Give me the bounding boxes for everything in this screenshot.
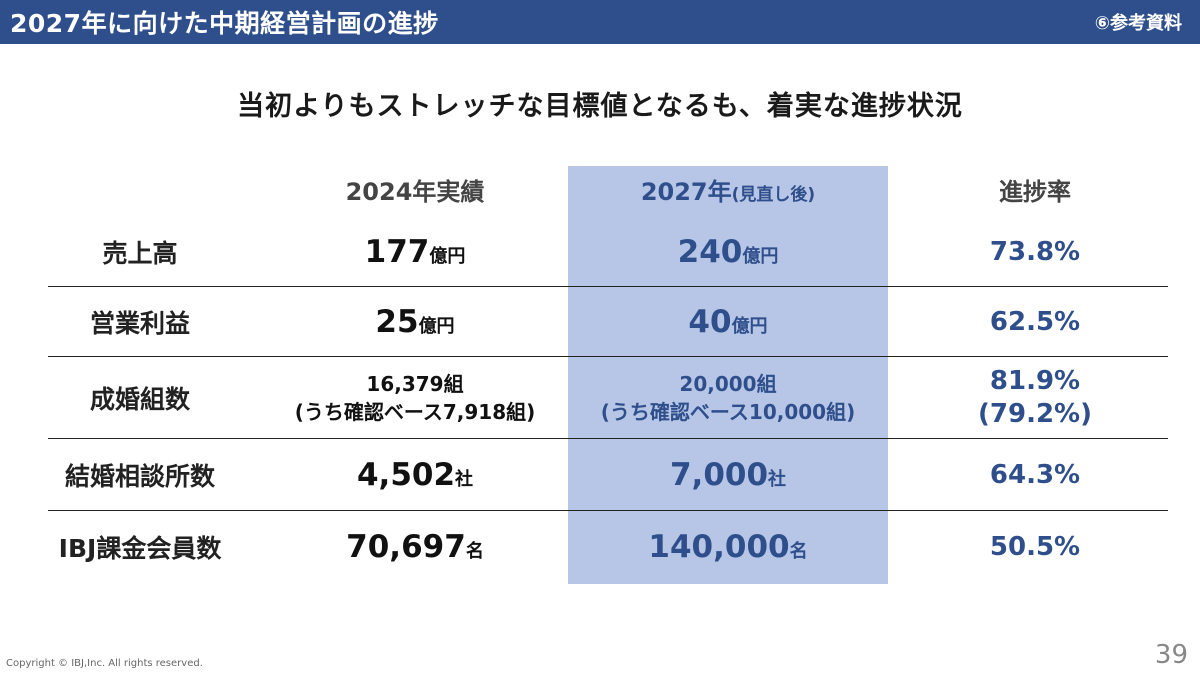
header-bar: 2027年に向けた中期経営計画の進捗 ⑥参考資料 [0,0,1200,44]
row-divider [48,356,1168,357]
row-label: 成婚組数 [89,385,190,414]
value-2024-unit: 億円 [418,316,455,337]
column-header-2027-year: 2027年 [640,178,732,206]
value-2024-line2: (うち確認ベース7,918組) [294,400,536,424]
value-2027-unit: 名 [789,541,808,562]
value-2027-line2: (うち確認ベース10,000組) [600,400,856,424]
column-header-2027: 2027年(見直し後) [568,172,888,212]
value-2027: 7,000社 [568,440,888,510]
page-title: 2027年に向けた中期経営計画の進捗 [10,9,439,38]
column-header-rate: 進捗率 [999,178,1071,206]
value-2027-number: 40 [688,304,732,340]
row-label: IBJ課金会員数 [58,534,222,563]
row-divider [48,438,1168,439]
progress-rate: 73.8% [989,237,1081,267]
row-divider [48,286,1168,287]
value-2027-unit: 社 [768,469,787,490]
value-2024: 16,379組 (うち確認ベース7,918組) [270,358,560,438]
row-label: 営業利益 [89,309,190,338]
value-2024-unit: 億円 [429,246,466,267]
value-2024-number: 4,502 [356,457,456,493]
progress-rate-sub: (79.2%) [978,399,1092,429]
value-2024: 25億円 [270,288,560,356]
table-row-agencies: 結婚相談所数 4,502社 7,000社 64.3% [0,440,1200,510]
value-2024-number: 177 [364,234,430,270]
value-2024-line1: 16,379組 [366,372,464,396]
column-header-2027-note: (見直し後) [731,185,816,205]
value-2024-unit: 社 [455,469,474,490]
table-row-marriages: 成婚組数 16,379組 (うち確認ベース7,918組) 20,000組 (うち… [0,358,1200,438]
value-2027: 240億円 [568,218,888,286]
value-2024: 70,697名 [270,512,560,582]
value-2024: 177億円 [270,218,560,286]
row-label: 結婚相談所数 [64,462,215,491]
highlight-column-2027 [568,166,888,584]
value-2027-unit: 億円 [731,316,768,337]
table-row-paid-members: IBJ課金会員数 70,697名 140,000名 50.5% [0,512,1200,582]
value-2027-unit: 億円 [742,246,779,267]
progress-rate: 81.9% (79.2%) [900,358,1170,438]
section-tag: ⑥参考資料 [1094,13,1182,34]
progress-rate: 50.5% [989,532,1081,562]
progress-rate: 62.5% [989,307,1081,337]
table-row-operating-profit: 営業利益 25億円 40億円 62.5% [0,288,1200,356]
copyright-notice: Copyright © IBJ,Inc. All rights reserved… [6,658,203,669]
value-2027-number: 140,000 [648,529,790,565]
slide-subtitle: 当初よりもストレッチな目標値となるも、着実な進捗状況 [237,91,963,122]
value-2027-number: 240 [677,234,743,270]
value-2024: 4,502社 [270,440,560,510]
value-2027: 20,000組 (うち確認ベース10,000組) [568,358,888,438]
value-2027-line1: 20,000組 [679,372,777,396]
value-2024-unit: 名 [465,541,484,562]
progress-rate: 64.3% [989,460,1081,490]
progress-rate-main: 81.9% [989,366,1081,396]
value-2027-number: 7,000 [669,457,769,493]
column-header-2024: 2024年実績 [345,178,485,206]
value-2024-number: 25 [375,304,419,340]
row-divider [48,510,1168,511]
value-2024-number: 70,697 [346,529,466,565]
page-number: 39 [1154,640,1188,670]
value-2027: 40億円 [568,288,888,356]
table-row-sales: 売上高 177億円 240億円 73.8% [0,218,1200,286]
value-2027: 140,000名 [568,512,888,582]
row-label: 売上高 [102,239,178,268]
